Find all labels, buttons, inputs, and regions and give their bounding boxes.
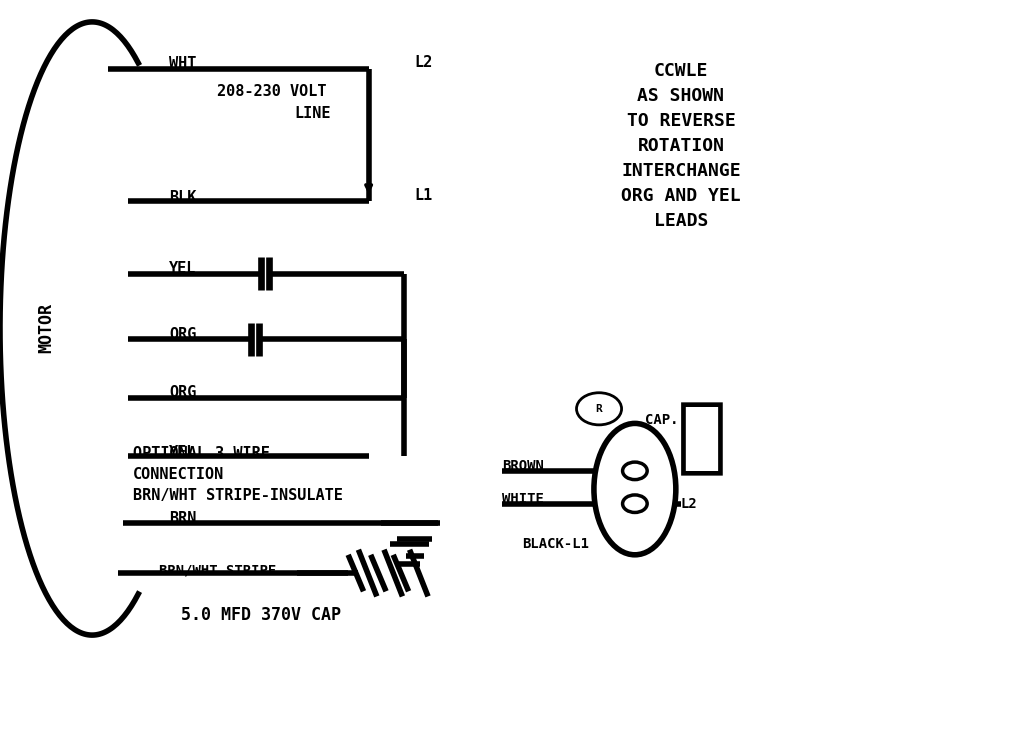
Text: WHITE: WHITE <box>502 491 544 506</box>
Text: BRN/WHT STRIPE: BRN/WHT STRIPE <box>159 564 276 578</box>
Text: CAP.: CAP. <box>645 412 679 427</box>
Text: 5.0 MFD 370V CAP: 5.0 MFD 370V CAP <box>181 607 341 624</box>
Text: OPTIONAL 3 WIRE
CONNECTION
BRN/WHT STRIPE-INSULATE: OPTIONAL 3 WIRE CONNECTION BRN/WHT STRIP… <box>133 446 343 503</box>
Text: LINE: LINE <box>294 106 331 120</box>
Text: YEL: YEL <box>169 445 197 460</box>
Text: WHT: WHT <box>169 56 197 71</box>
Text: ORG: ORG <box>169 327 197 342</box>
Circle shape <box>623 462 647 480</box>
Text: Ⓛ: Ⓛ <box>677 398 726 478</box>
Text: L2: L2 <box>681 496 697 511</box>
Text: R: R <box>596 404 602 414</box>
Circle shape <box>623 495 647 512</box>
Text: BROWN: BROWN <box>502 458 544 473</box>
Text: YEL: YEL <box>169 261 197 276</box>
Text: BLK: BLK <box>169 190 197 204</box>
Text: CCWLE
AS SHOWN
TO REVERSE
ROTATION
INTERCHANGE
ORG AND YEL
LEADS: CCWLE AS SHOWN TO REVERSE ROTATION INTER… <box>622 62 740 230</box>
Text: MOTOR: MOTOR <box>37 304 55 353</box>
Text: ORG: ORG <box>169 385 197 400</box>
Text: L2: L2 <box>415 55 433 69</box>
Text: 208-230 VOLT: 208-230 VOLT <box>217 84 326 99</box>
Text: BLACK-L1: BLACK-L1 <box>522 537 589 551</box>
Text: BRN: BRN <box>169 511 197 526</box>
Text: L1: L1 <box>415 188 433 203</box>
